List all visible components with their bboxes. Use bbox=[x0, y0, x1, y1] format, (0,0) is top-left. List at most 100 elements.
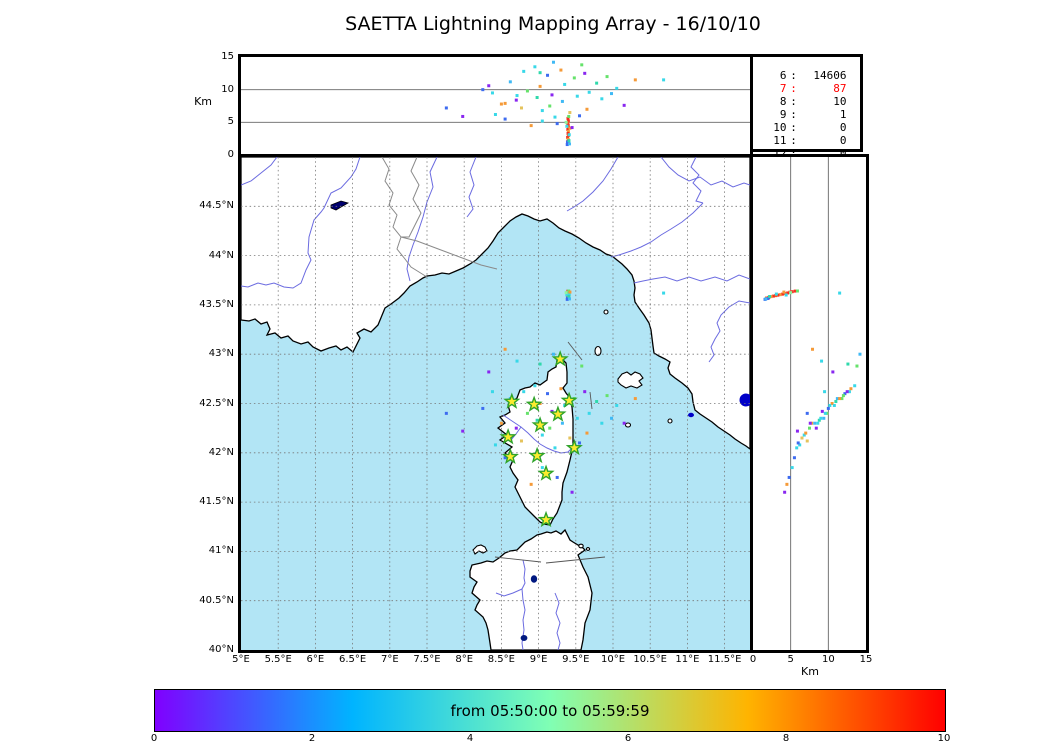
river-corsica bbox=[502, 414, 573, 454]
source-point bbox=[578, 114, 582, 118]
source-point bbox=[548, 104, 552, 108]
source-point bbox=[499, 421, 503, 425]
source-point bbox=[795, 429, 799, 433]
source-point bbox=[600, 421, 604, 425]
source-point bbox=[567, 114, 571, 118]
source-point bbox=[568, 290, 572, 294]
source-point bbox=[578, 441, 582, 445]
source-point bbox=[555, 475, 559, 479]
source-point bbox=[493, 443, 497, 447]
source-point bbox=[565, 124, 569, 128]
source-point bbox=[444, 106, 448, 110]
source-point bbox=[808, 421, 812, 425]
source-point bbox=[575, 94, 579, 98]
stats-key: 10 bbox=[773, 121, 787, 134]
alt-tick-label: 5 bbox=[227, 116, 234, 128]
source-point bbox=[838, 397, 842, 401]
source-point bbox=[853, 384, 857, 388]
lon-tick-label: 8°E bbox=[455, 654, 474, 665]
source-point bbox=[778, 293, 782, 297]
right-panel-points bbox=[763, 289, 862, 494]
lake-orbetello bbox=[688, 412, 694, 418]
map-plot bbox=[241, 157, 750, 650]
lake-alpine bbox=[330, 200, 350, 211]
source-point bbox=[503, 101, 507, 105]
source-point bbox=[615, 403, 619, 407]
source-point bbox=[538, 71, 542, 75]
lma-station-star bbox=[525, 395, 543, 412]
source-point bbox=[572, 76, 576, 80]
source-point bbox=[515, 94, 519, 98]
source-point bbox=[535, 96, 539, 100]
altitude-latitude-plot bbox=[763, 157, 862, 650]
source-point bbox=[622, 103, 626, 107]
source-point bbox=[610, 416, 614, 420]
stats-value: 0 bbox=[839, 121, 847, 134]
source-point bbox=[522, 69, 526, 73]
source-point bbox=[838, 291, 842, 295]
source-point bbox=[783, 490, 787, 494]
lma-station-star bbox=[499, 427, 517, 445]
lon-tick-label: 6°E bbox=[306, 654, 325, 665]
source-point bbox=[559, 387, 563, 391]
source-point bbox=[820, 409, 824, 413]
top-panel-gridlines bbox=[241, 89, 750, 123]
source-point bbox=[567, 297, 571, 301]
source-point bbox=[792, 456, 796, 460]
lat-tick-label: 42.5°N bbox=[199, 397, 234, 409]
source-point bbox=[568, 126, 572, 130]
source-point bbox=[568, 111, 572, 115]
station-markers bbox=[499, 350, 583, 528]
source-point bbox=[555, 122, 559, 126]
source-point bbox=[811, 347, 815, 351]
source-point bbox=[858, 352, 862, 356]
lma-station-star bbox=[549, 405, 567, 422]
map-panel bbox=[238, 154, 753, 653]
source-point bbox=[825, 411, 829, 415]
source-point bbox=[444, 411, 448, 415]
source-point bbox=[568, 436, 572, 440]
top-altitude-axis-label: Km bbox=[194, 95, 212, 108]
source-point bbox=[813, 421, 817, 425]
lon-tick-label: 6.5°E bbox=[338, 654, 367, 665]
lon-tick-label: 9°E bbox=[529, 654, 548, 665]
lma-station-star bbox=[551, 350, 569, 367]
source-point bbox=[831, 370, 835, 374]
source-point bbox=[817, 418, 821, 422]
source-point bbox=[768, 295, 772, 299]
colorbar-tick-label: 10 bbox=[937, 733, 951, 744]
colorbar-tick-label: 8 bbox=[782, 733, 790, 744]
source-point bbox=[834, 400, 838, 404]
source-point bbox=[560, 421, 564, 425]
source-point bbox=[822, 416, 826, 420]
river-corsica-branch bbox=[510, 426, 522, 441]
source-point bbox=[785, 482, 789, 486]
right-km-tick-label: 5 bbox=[787, 654, 794, 665]
source-point bbox=[514, 98, 518, 102]
lma-station-star bbox=[537, 510, 555, 528]
source-point bbox=[845, 390, 849, 394]
stats-value: 10 bbox=[833, 95, 847, 108]
source-point bbox=[567, 142, 571, 146]
lat-tick-label: 40.5°N bbox=[199, 594, 234, 606]
right-altitude-axis-label: Km bbox=[801, 665, 819, 678]
source-point bbox=[551, 352, 555, 356]
source-point bbox=[855, 364, 859, 368]
source-point bbox=[766, 296, 770, 300]
source-point bbox=[566, 129, 570, 133]
altitude-longitude-plot bbox=[241, 60, 750, 147]
source-point bbox=[481, 88, 485, 92]
source-point bbox=[843, 392, 847, 396]
source-point bbox=[790, 466, 794, 470]
source-point bbox=[553, 446, 557, 450]
stats-value: 0 bbox=[839, 134, 847, 147]
source-point bbox=[846, 362, 850, 366]
source-point bbox=[802, 433, 806, 437]
alt-tick-label: 0 bbox=[227, 149, 234, 160]
altitude-latitude-panel bbox=[750, 154, 869, 653]
source-point bbox=[546, 392, 550, 396]
source-point bbox=[615, 86, 619, 90]
source-point bbox=[550, 93, 554, 97]
right-panel-gridlines bbox=[790, 157, 829, 650]
source-point bbox=[832, 403, 836, 407]
